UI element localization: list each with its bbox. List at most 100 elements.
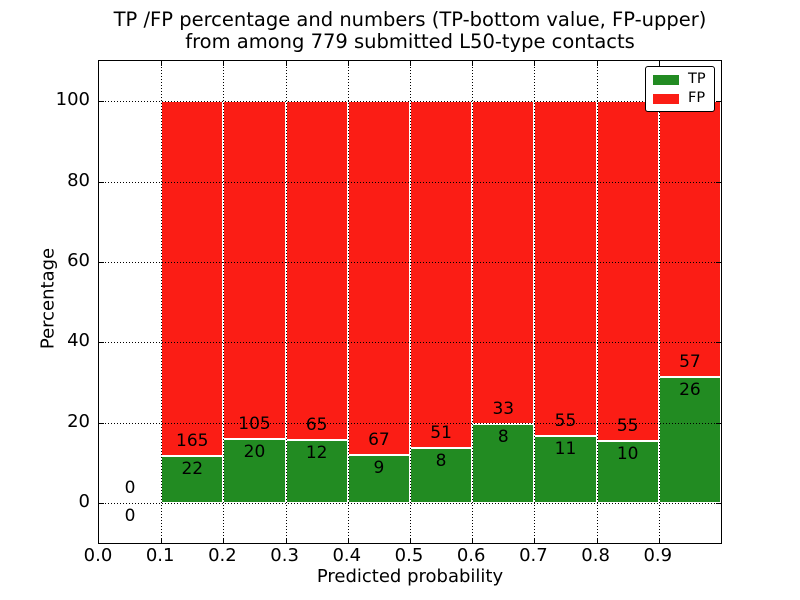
- y-tick-label: 100: [55, 89, 90, 111]
- x-tick-mark: [223, 538, 224, 543]
- tp-count-label: 8: [497, 427, 509, 448]
- tp-bar-segment: [658, 376, 721, 503]
- fp-count-label: 0: [124, 477, 136, 498]
- x-tick-label: 0.3: [270, 545, 299, 566]
- tp-count-label: 0: [124, 505, 136, 526]
- bars-layer: [99, 61, 721, 543]
- x-tick-mark: [161, 61, 162, 66]
- tp-count-label: 12: [305, 443, 328, 464]
- x-tick-label: 0.6: [456, 545, 486, 566]
- y-tick-mark: [99, 342, 104, 343]
- x-tick-label: 0.8: [581, 545, 610, 566]
- x-tick-mark: [410, 61, 411, 66]
- legend-fp-swatch: [653, 93, 679, 104]
- y-tick-mark: [716, 182, 721, 183]
- tp-count-label: 11: [554, 438, 577, 459]
- gridline-v: [161, 61, 162, 543]
- fp-count-label: 165: [176, 430, 209, 451]
- fp-bar-segment: [223, 101, 286, 439]
- x-tick-mark: [597, 61, 598, 66]
- legend-fp-label: FP: [688, 90, 706, 106]
- y-tick-label: 20: [67, 410, 90, 432]
- x-tick-label: 0.0: [83, 545, 113, 566]
- fp-bar-segment: [534, 101, 597, 436]
- tp-count-label: 8: [435, 451, 447, 472]
- gridline-v: [534, 61, 535, 543]
- legend-row-fp: FP: [653, 90, 707, 106]
- fp-bar-segment: [410, 101, 473, 449]
- y-tick-mark: [716, 503, 721, 504]
- y-tick-mark: [99, 423, 104, 424]
- fp-bar-segment: [285, 101, 348, 441]
- y-tick-mark: [716, 342, 721, 343]
- fp-count-label: 105: [238, 413, 271, 434]
- chart-title: TP /FP percentage and numbers (TP-bottom…: [10, 9, 800, 52]
- ticks-layer: [99, 61, 721, 543]
- gridline-v: [472, 61, 473, 543]
- x-axis-label: Predicted probability: [316, 566, 504, 587]
- x-tick-label: 0.2: [208, 545, 237, 566]
- y-tick-label: 60: [67, 249, 90, 271]
- gridline-v: [410, 61, 411, 543]
- x-tick-mark: [286, 538, 287, 543]
- legend-row-tp: TP: [653, 71, 707, 87]
- x-tick-label: 0.9: [643, 545, 673, 566]
- x-tick-mark: [472, 61, 473, 66]
- tp-bar-segment: [472, 424, 535, 503]
- y-tick-label: 80: [67, 169, 90, 191]
- y-tick-mark: [99, 262, 104, 263]
- y-tick-mark: [99, 182, 104, 183]
- tp-count-label: 10: [616, 444, 639, 465]
- tp-bar-segment: [161, 455, 224, 503]
- x-tick-mark: [597, 538, 598, 543]
- tp-count-label: 9: [373, 458, 385, 479]
- chart-title-line1: TP /FP percentage and numbers (TP-bottom…: [113, 8, 707, 31]
- x-tick-mark: [223, 61, 224, 66]
- gridline-v: [286, 61, 287, 543]
- x-tick-mark: [534, 538, 535, 543]
- legend-tp-label: TP: [688, 71, 706, 87]
- x-tick-mark: [472, 538, 473, 543]
- fp-count-label: 51: [430, 423, 452, 444]
- gridline-v: [348, 61, 349, 543]
- y-tick-mark: [99, 503, 104, 504]
- gridline-v: [223, 61, 224, 543]
- fp-count-label: 67: [368, 430, 390, 451]
- fp-count-label: 57: [679, 351, 701, 372]
- y-axis-label: Percentage: [37, 247, 59, 350]
- x-tick-mark: [161, 538, 162, 543]
- grid-layer: [99, 61, 721, 543]
- x-tick-mark: [534, 61, 535, 66]
- legend: TP FP: [645, 66, 715, 112]
- fp-bar-segment: [161, 101, 224, 456]
- y-tick-mark: [716, 101, 721, 102]
- y-tick-label: 0: [78, 490, 90, 512]
- x-tick-mark: [659, 61, 660, 66]
- tp-count-label: 20: [243, 441, 266, 462]
- x-tick-label: 0.1: [145, 545, 175, 566]
- x-tick-label: 0.5: [394, 545, 424, 566]
- y-tick-mark: [716, 262, 721, 263]
- legend-tp-swatch: [653, 74, 679, 85]
- tp-count-label: 22: [181, 458, 204, 479]
- x-tick-label: 0.7: [519, 545, 548, 566]
- gridline-v: [597, 61, 598, 543]
- bar-labels-layer: 0 0 165 22 105 20 65 12 67 9 51 8 33 8 55 11 55 10 57 26: [99, 61, 721, 543]
- fp-count-label: 55: [616, 416, 639, 437]
- x-tick-mark: [286, 61, 287, 66]
- x-tick-mark: [348, 538, 349, 543]
- fp-count-label: 65: [305, 415, 328, 436]
- plot-area: 0 0 165 22 105 20 65 12 67 9 51 8 33 8 55 11 55 10 57 26: [98, 60, 722, 544]
- x-tick-mark: [659, 538, 660, 543]
- chart-title-line2: from among 779 submitted L50-type contac…: [185, 29, 635, 53]
- tp-count-label: 26: [679, 379, 701, 400]
- gridline-v: [659, 61, 660, 543]
- x-tick-mark: [410, 538, 411, 543]
- fp-count-label: 33: [492, 399, 515, 420]
- y-tick-mark: [716, 423, 721, 424]
- x-tick-mark: [348, 61, 349, 66]
- y-tick-mark: [99, 101, 104, 102]
- fp-bar-segment: [347, 101, 410, 456]
- fp-count-label: 55: [554, 410, 577, 431]
